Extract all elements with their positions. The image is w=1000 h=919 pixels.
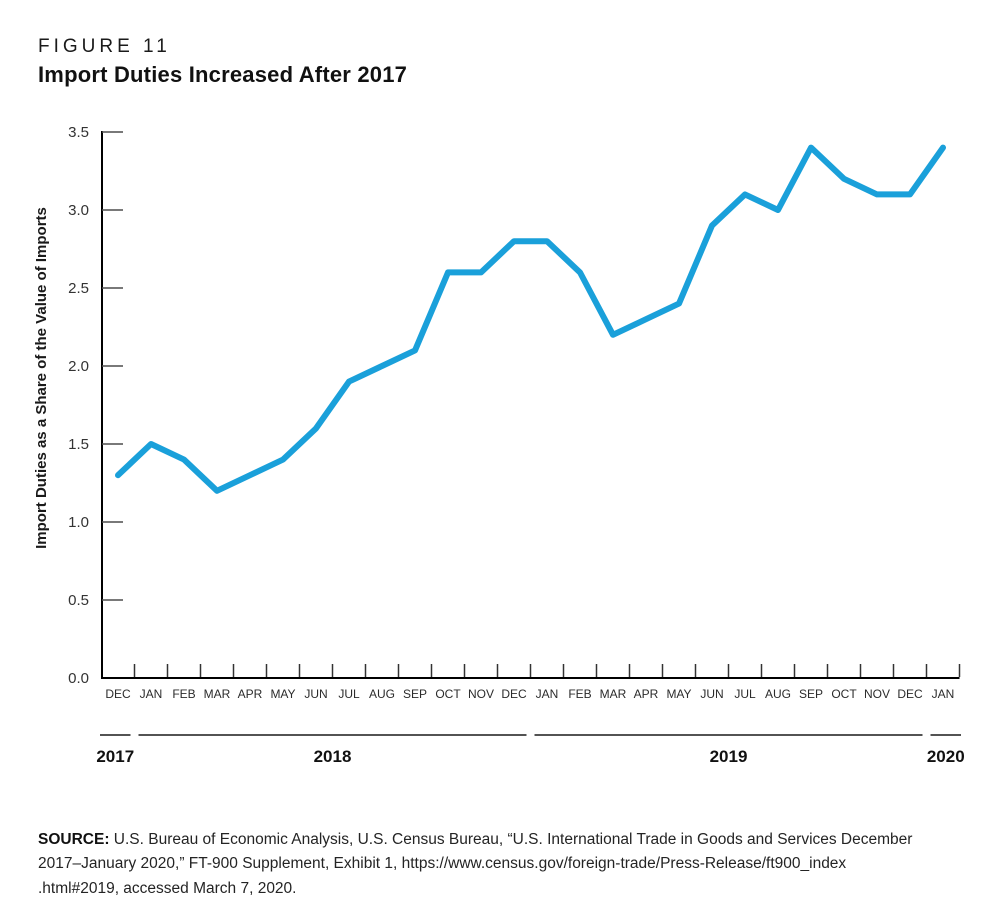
month-label: APR [634,687,659,701]
month-label: AUG [765,687,791,701]
month-label: AUG [369,687,395,701]
source-note: SOURCE: U.S. Bureau of Economic Analysis… [38,828,968,902]
month-label: NOV [864,687,890,701]
month-label: JUN [304,687,327,701]
month-label: JUN [700,687,723,701]
month-label: JUL [734,687,756,701]
year-label: 2019 [710,747,748,766]
month-label: OCT [435,687,461,701]
source-line: 2017–January 2020,” FT-900 Supplement, E… [38,855,847,872]
month-label: OCT [831,687,857,701]
source-line: .html#2019, accessed March 7, 2020. [38,879,297,897]
month-label: SEP [403,687,427,701]
month-label: MAY [666,687,691,701]
month-label: APR [238,687,263,701]
y-tick-label: 2.0 [68,358,89,375]
y-tick-label: 1.0 [68,514,89,531]
month-label: MAR [204,687,231,701]
source-line: U.S. Bureau of Economic Analysis, U.S. C… [113,830,913,848]
month-label: DEC [105,687,131,701]
year-label: 2018 [314,747,352,766]
y-axis-title: Import Duties as a Share of the Value of… [33,207,50,549]
y-tick-label: 0.5 [68,592,89,609]
month-label: JAN [536,687,559,701]
month-label: SEP [799,687,823,701]
month-label: DEC [897,687,923,701]
month-label: MAR [600,687,627,701]
y-tick-label: 1.5 [68,436,89,453]
year-label: 2020 [927,747,965,766]
month-label: NOV [468,687,494,701]
y-tick-label: 0.0 [68,670,89,687]
figure-label: FIGURE 11 [38,36,171,57]
month-label: JAN [140,687,163,701]
y-tick-label: 3.5 [68,124,89,141]
year-label: 2017 [96,747,134,766]
month-label: FEB [172,687,195,701]
month-label: JUL [338,687,360,701]
data-line [115,144,946,494]
month-label: DEC [501,687,527,701]
month-label: FEB [568,687,591,701]
y-tick-label: 2.5 [68,280,89,297]
y-tick-label: 3.0 [68,202,89,219]
source-label: SOURCE: [38,830,110,848]
month-label: MAY [270,687,295,701]
figure-title: Import Duties Increased After 2017 [38,62,408,87]
month-label: JAN [932,687,955,701]
line-chart: 0.0 0.5 1.0 1.5 2.0 2.5 3.0 3.5 DEC JAN FEB MAR APR M… [33,124,965,766]
